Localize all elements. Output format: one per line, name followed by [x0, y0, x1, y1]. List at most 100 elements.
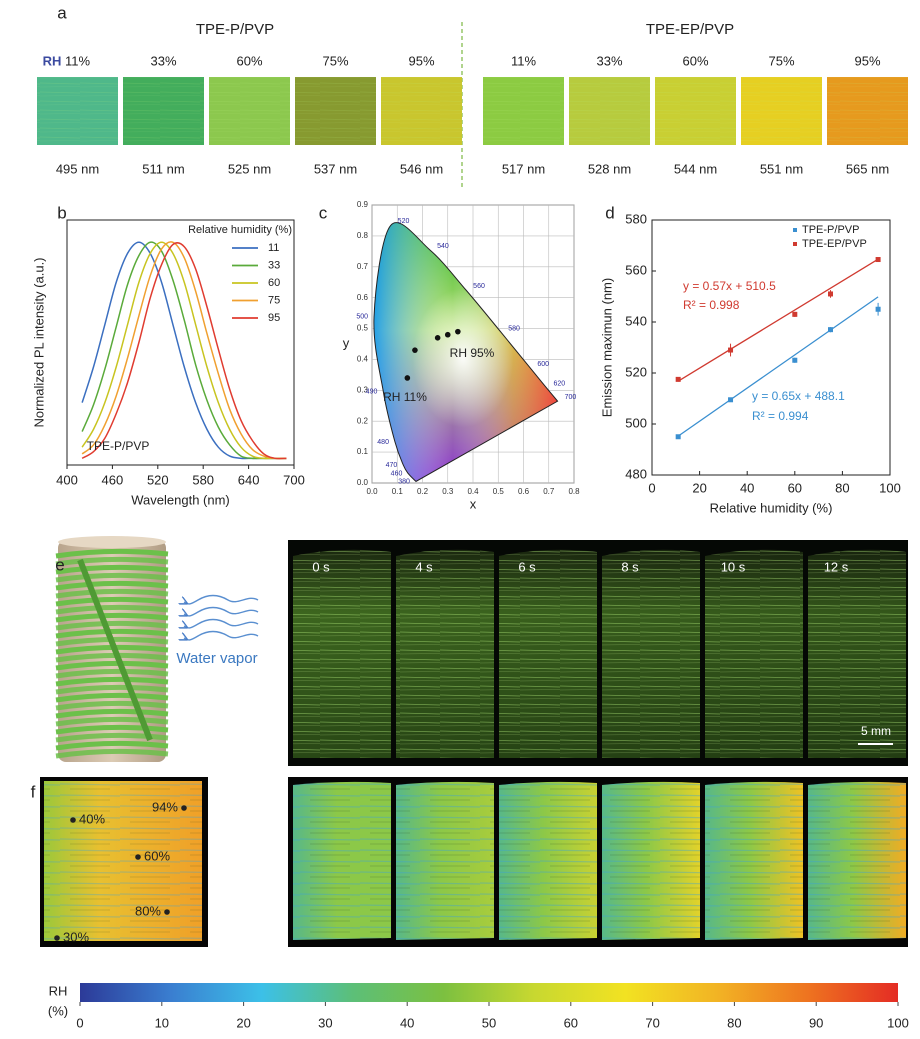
x-tick-label: 60 [788, 480, 802, 495]
sensor-point [164, 909, 170, 915]
peak-label: 565 nm [846, 161, 889, 176]
rh-value: 11% [65, 53, 90, 68]
spectrum-line [81, 241, 287, 460]
wavelength-label: 560 [473, 283, 485, 290]
y-axis-title: Normalized PL intensity (a.u.) [31, 257, 46, 427]
heatmap-texture [499, 781, 597, 940]
photo-strip [288, 540, 908, 766]
heatmap-texture [44, 781, 202, 941]
plot-frame [651, 219, 891, 476]
fit-r2: R² = 0.998 [683, 298, 740, 312]
swatch-texture [295, 77, 376, 145]
vapor-label: Water vapor [176, 650, 257, 667]
time-label: 4 s [415, 559, 433, 574]
x-tick-label: 0.8 [568, 487, 580, 496]
swatch-texture [655, 77, 736, 145]
y-tick-label: 0.7 [357, 262, 369, 271]
spectrum-line [81, 242, 287, 460]
legend-swatch [793, 228, 797, 232]
colorbar-tick-label: 70 [645, 1015, 659, 1030]
annotation: RH 95% [450, 346, 495, 360]
legend-label: TPE-EP/PVP [802, 238, 867, 250]
data-point [412, 347, 418, 353]
colorbar-title: (%) [48, 1003, 68, 1018]
colorbar-tick-label: 20 [236, 1015, 250, 1030]
point-label: 80% [135, 903, 161, 918]
panel-label: f [31, 782, 36, 801]
data-point [792, 357, 798, 363]
legend-label: 11 [268, 242, 279, 254]
heatmap-texture [396, 781, 494, 940]
y-tick-label: 0.4 [357, 355, 369, 364]
rh-value: 60% [682, 53, 708, 68]
fiber-texture [293, 549, 391, 758]
fit-equation: y = 0.65x + 488.1 [752, 389, 845, 403]
heatmap-strip [288, 777, 908, 947]
x-tick-label: 640 [238, 472, 260, 487]
rh-value: 33% [150, 53, 176, 68]
y-tick-label: 580 [625, 211, 647, 226]
wavelength-label: 700 [565, 394, 577, 401]
x-axis-title: Relative humidity (%) [710, 500, 833, 515]
colorbar-title: RH [49, 983, 68, 998]
fiber-texture [808, 549, 906, 758]
y-tick-label: 0.3 [357, 385, 369, 394]
y-tick-label: 0.8 [357, 231, 369, 240]
heatmap-texture [705, 781, 803, 940]
swatch-texture [381, 77, 462, 145]
wavelength-label: 620 [553, 381, 565, 388]
data-point [404, 375, 411, 381]
time-label: 12 s [824, 559, 849, 574]
peak-label: 544 nm [674, 161, 717, 176]
peak-label: 551 nm [760, 161, 803, 176]
x-tick-label: 700 [283, 472, 305, 487]
rh-value: 33% [596, 53, 622, 68]
rh-value: 60% [236, 53, 262, 68]
annotation: RH 11% [383, 390, 427, 404]
x-tick-label: 580 [192, 472, 214, 487]
data-point [434, 335, 441, 341]
fit-r2: R² = 0.994 [752, 409, 809, 423]
legend-swatch [793, 242, 797, 246]
data-point [875, 306, 881, 312]
wavelength-label: 480 [377, 439, 389, 446]
swatch-texture [209, 77, 290, 145]
rh-value: 95% [854, 53, 880, 68]
sensor-point [135, 854, 141, 860]
data-point [728, 397, 734, 403]
data-point [828, 291, 833, 297]
heatmap-texture [602, 781, 700, 940]
peak-label: 537 nm [314, 161, 357, 176]
x-tick-label: 460 [102, 472, 124, 487]
peak-label: 495 nm [56, 161, 99, 176]
legend-label: 95 [268, 312, 280, 324]
x-tick-label: 0.7 [543, 487, 555, 496]
x-tick-label: 0.5 [493, 487, 505, 496]
colorbar-tick-label: 40 [400, 1015, 414, 1030]
rh-value: 75% [322, 53, 348, 68]
wavelength-label: 580 [508, 325, 520, 332]
rh-value: 95% [408, 53, 434, 68]
legend-label: TPE-P/PVP [802, 224, 859, 236]
time-label: 10 s [721, 559, 746, 574]
data-point [875, 257, 881, 263]
x-tick-label: 520 [147, 472, 169, 487]
spectrum-line [81, 241, 287, 460]
x-tick-label: 0.6 [518, 487, 530, 496]
rh-value: 75% [768, 53, 794, 68]
scale-label: 5 mm [861, 724, 891, 738]
x-axis-title: x [470, 496, 477, 511]
y-tick-label: 0.0 [357, 478, 369, 487]
group-title: TPE-EP/PVP [646, 21, 734, 38]
data-point [828, 327, 833, 333]
spectral-locus [373, 222, 559, 483]
panel-label: b [57, 203, 66, 222]
legend-label: 33 [268, 259, 280, 271]
x-tick-label: 0.4 [467, 487, 479, 496]
y-tick-label: 520 [625, 364, 647, 379]
wavelength-label: 490 [366, 389, 378, 396]
wavelength-label: 540 [437, 243, 449, 250]
fit-line [677, 296, 879, 437]
swatch-texture [483, 77, 564, 145]
colorbar-tick-label: 60 [564, 1015, 578, 1030]
